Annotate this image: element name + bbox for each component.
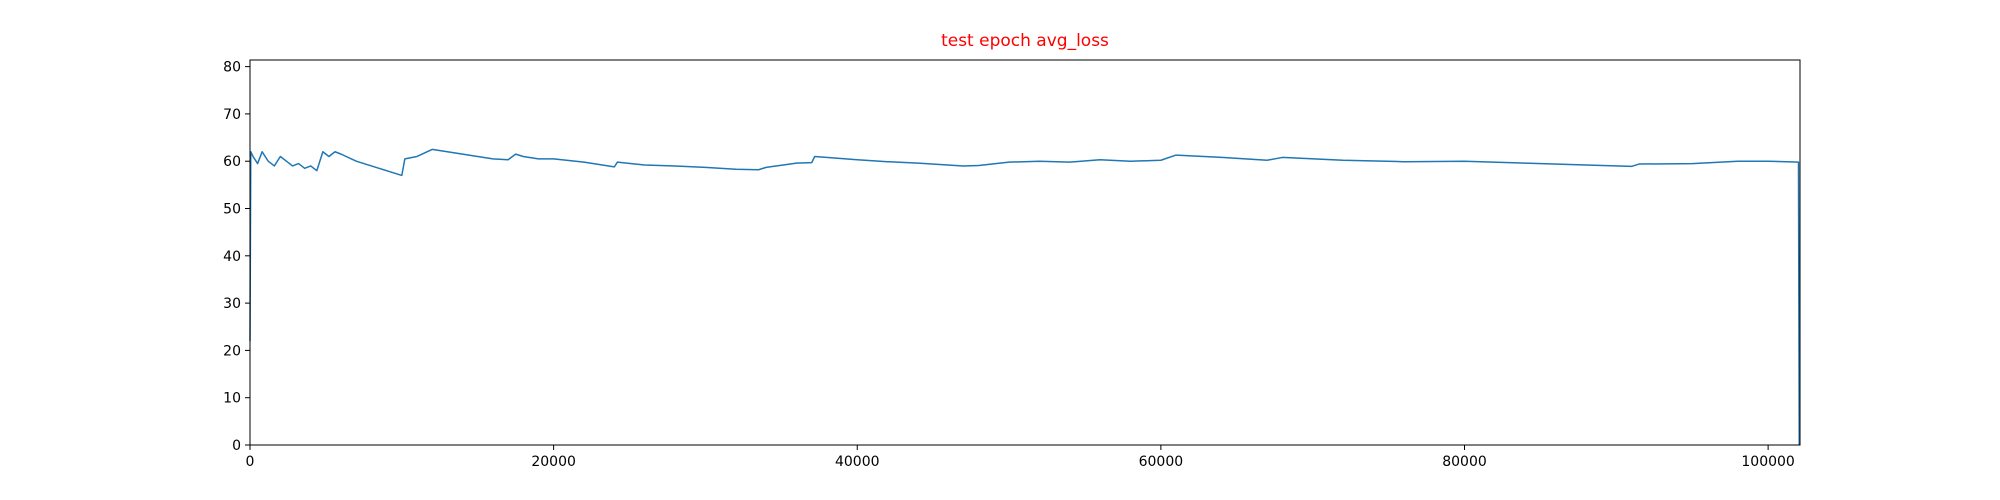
plot-frame bbox=[249, 59, 1801, 446]
y-tick-label: 70 bbox=[223, 107, 241, 123]
x-tick-label: 60000 bbox=[1139, 454, 1184, 470]
y-tick-label: 60 bbox=[223, 154, 241, 170]
y-tick-label: 30 bbox=[223, 296, 241, 312]
y-tick-label: 50 bbox=[223, 202, 241, 218]
x-tick-label: 100000 bbox=[1741, 454, 1794, 470]
x-tick-label: 20000 bbox=[531, 454, 576, 470]
y-tick-label: 10 bbox=[223, 391, 241, 407]
data-line bbox=[249, 148, 1800, 446]
x-tick-label: 80000 bbox=[1442, 454, 1487, 470]
chart-title: test epoch avg_loss bbox=[941, 31, 1109, 51]
y-tick-label: 80 bbox=[223, 60, 241, 76]
x-tick-label: 0 bbox=[246, 454, 255, 470]
y-tick-label: 40 bbox=[223, 249, 241, 265]
x-tick-label: 40000 bbox=[835, 454, 880, 470]
y-tick-label: 20 bbox=[223, 343, 241, 359]
y-tick-label: 0 bbox=[232, 438, 241, 454]
